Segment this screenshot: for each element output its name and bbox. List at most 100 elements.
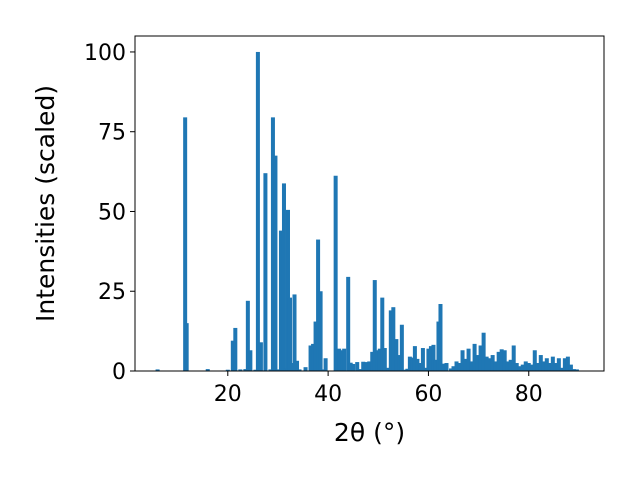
bar-78 bbox=[451, 366, 456, 371]
bar-74 bbox=[438, 304, 443, 371]
bar-52 bbox=[380, 297, 385, 371]
bar-11 bbox=[253, 369, 258, 371]
bar-56 bbox=[391, 307, 396, 371]
bar-4 bbox=[225, 369, 230, 371]
bar-31 bbox=[313, 321, 318, 371]
bar-26 bbox=[295, 360, 300, 371]
bar-41 bbox=[348, 362, 353, 371]
bar-70 bbox=[428, 346, 433, 371]
bars-group bbox=[155, 51, 579, 371]
bar-12 bbox=[255, 51, 260, 371]
bar-76 bbox=[444, 363, 449, 371]
bar-69 bbox=[426, 348, 431, 371]
bar-87 bbox=[478, 345, 483, 371]
bar-8 bbox=[243, 369, 248, 371]
bar-94 bbox=[499, 349, 504, 371]
bar-114 bbox=[559, 367, 564, 371]
x-axis-ticks: 20 40 60 80 bbox=[214, 371, 543, 407]
bar-93 bbox=[496, 351, 501, 371]
bar-45 bbox=[361, 361, 366, 371]
bar-118 bbox=[571, 369, 576, 371]
bar-50 bbox=[375, 350, 380, 371]
bar-34 bbox=[321, 369, 326, 371]
bar-113 bbox=[556, 358, 561, 371]
bar-107 bbox=[538, 355, 543, 371]
bar-46 bbox=[364, 362, 369, 371]
x-tick-label: 20 bbox=[214, 382, 242, 407]
y-axis-label: Intensities (scaled) bbox=[31, 85, 60, 322]
bar-33 bbox=[318, 291, 323, 371]
bar-79 bbox=[454, 361, 459, 371]
bar-43 bbox=[355, 362, 360, 371]
bar-89 bbox=[484, 356, 489, 371]
bar-16 bbox=[270, 117, 275, 371]
bar-115 bbox=[562, 358, 567, 371]
bar-101 bbox=[520, 364, 525, 371]
bar-90 bbox=[487, 358, 492, 371]
y-tick-label: 50 bbox=[98, 200, 126, 225]
bar-77 bbox=[449, 368, 454, 371]
bar-80 bbox=[457, 363, 462, 371]
bar-35 bbox=[323, 358, 328, 371]
bar-37 bbox=[337, 348, 342, 371]
bar-44 bbox=[358, 369, 363, 371]
bar-6 bbox=[233, 327, 238, 371]
bar-66 bbox=[418, 363, 423, 371]
bar-71 bbox=[431, 344, 436, 371]
bar-110 bbox=[547, 363, 552, 371]
bar-58 bbox=[397, 355, 402, 371]
bar-64 bbox=[412, 346, 417, 371]
bar-98 bbox=[511, 345, 516, 371]
bar-10 bbox=[248, 350, 253, 371]
bar-23 bbox=[287, 297, 292, 371]
bar-17 bbox=[273, 155, 278, 371]
bar-40 bbox=[346, 276, 351, 371]
bar-60 bbox=[402, 369, 407, 371]
bar-105 bbox=[532, 350, 537, 371]
bar-13 bbox=[258, 342, 263, 371]
bar-24 bbox=[290, 363, 295, 371]
bar-92 bbox=[493, 361, 498, 371]
bar-27 bbox=[297, 369, 302, 371]
bar-7 bbox=[238, 369, 243, 371]
bar-51 bbox=[377, 348, 382, 371]
bar-39 bbox=[342, 348, 347, 371]
bar-2 bbox=[184, 323, 189, 371]
bar-109 bbox=[544, 358, 549, 371]
bar-54 bbox=[386, 367, 391, 371]
bar-14 bbox=[263, 173, 268, 371]
bar-20 bbox=[281, 183, 286, 371]
bar-81 bbox=[460, 350, 465, 371]
bar-57 bbox=[394, 339, 399, 371]
bar-19 bbox=[278, 230, 283, 371]
bar-75 bbox=[441, 363, 446, 371]
bar-67 bbox=[420, 348, 425, 371]
bar-15 bbox=[268, 369, 273, 371]
bar-119 bbox=[574, 369, 579, 371]
bar-25 bbox=[292, 294, 297, 371]
bar-112 bbox=[553, 363, 558, 371]
bar-104 bbox=[529, 364, 534, 371]
bar-5 bbox=[230, 340, 235, 371]
bar-91 bbox=[490, 355, 495, 371]
bar-61 bbox=[405, 368, 410, 371]
bar-30 bbox=[311, 343, 316, 371]
bar-108 bbox=[541, 361, 546, 371]
bar-3 bbox=[205, 369, 210, 371]
bar-73 bbox=[436, 321, 441, 371]
bar-68 bbox=[423, 367, 428, 371]
x-tick-label: 40 bbox=[314, 382, 342, 407]
bar-72 bbox=[433, 359, 438, 371]
bar-86 bbox=[475, 355, 480, 371]
bar-32 bbox=[316, 239, 321, 371]
x-tick-label: 80 bbox=[515, 382, 543, 407]
bar-88 bbox=[481, 332, 486, 371]
bar-48 bbox=[370, 351, 375, 371]
bar-18 bbox=[275, 369, 280, 371]
bar-103 bbox=[526, 363, 531, 371]
bar-47 bbox=[367, 361, 372, 371]
x-axis-label: 2θ (°) bbox=[334, 418, 405, 447]
bar-106 bbox=[535, 363, 540, 371]
bar-85 bbox=[472, 343, 477, 371]
